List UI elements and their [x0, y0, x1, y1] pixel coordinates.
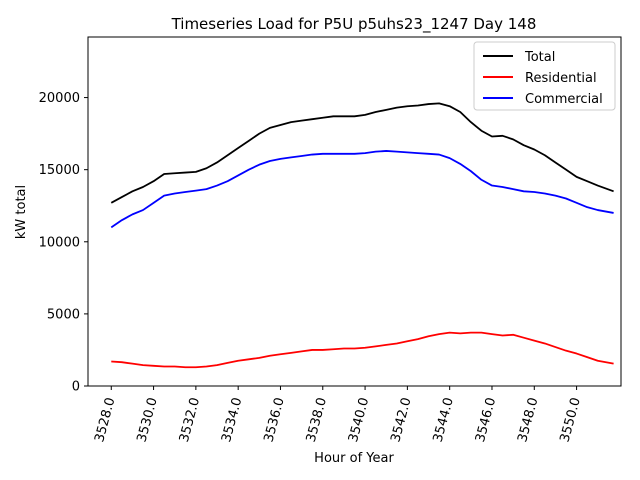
x-tick-label: 3542.0 [388, 396, 414, 444]
x-tick-label: 3530.0 [135, 396, 161, 444]
x-tick-label: 3544.0 [431, 396, 457, 444]
x-tick-label: 3528.0 [92, 396, 118, 444]
series-line-commercial [110, 150, 614, 229]
x-axis: 3528.0 3530.0 3532.0 3534.0 3536.0 3538.0 3540… [92, 386, 584, 444]
x-tick-label: 3538.0 [304, 396, 330, 444]
y-tick-label: 0 [72, 380, 80, 395]
legend: Total Residential Commercial [473, 41, 616, 111]
y-tick-label: 10000 [39, 235, 80, 250]
x-axis-label: Hour of Year [314, 451, 394, 466]
y-tick-label: 15000 [39, 163, 80, 178]
series-lines [110, 102, 614, 369]
legend-label-total: Total [524, 50, 555, 65]
chart-title: Timeseries Load for P5U p5uhs23_1247 Day… [171, 15, 537, 34]
x-tick-label: 3548.0 [515, 396, 541, 444]
plot-area [87, 36, 622, 387]
x-tick-label: 3540.0 [346, 396, 372, 444]
legend-label-residential: Residential [525, 71, 597, 86]
y-axis-label: kW total [14, 185, 29, 239]
series-line-residential [111, 331, 614, 369]
legend-box [473, 41, 616, 111]
y-tick-label: 5000 [47, 307, 80, 322]
x-tick-label: 3534.0 [219, 396, 245, 444]
series-line-total [110, 102, 614, 204]
x-tick-label: 3550.0 [558, 396, 584, 444]
x-tick-label: 3536.0 [261, 396, 287, 444]
y-axis: 0 5000 10000 15000 20000 [39, 91, 88, 395]
legend-label-commercial: Commercial [525, 92, 603, 107]
x-tick-label: 3546.0 [473, 396, 499, 444]
x-tick-label: 3532.0 [177, 396, 203, 444]
y-tick-label: 20000 [39, 91, 80, 106]
